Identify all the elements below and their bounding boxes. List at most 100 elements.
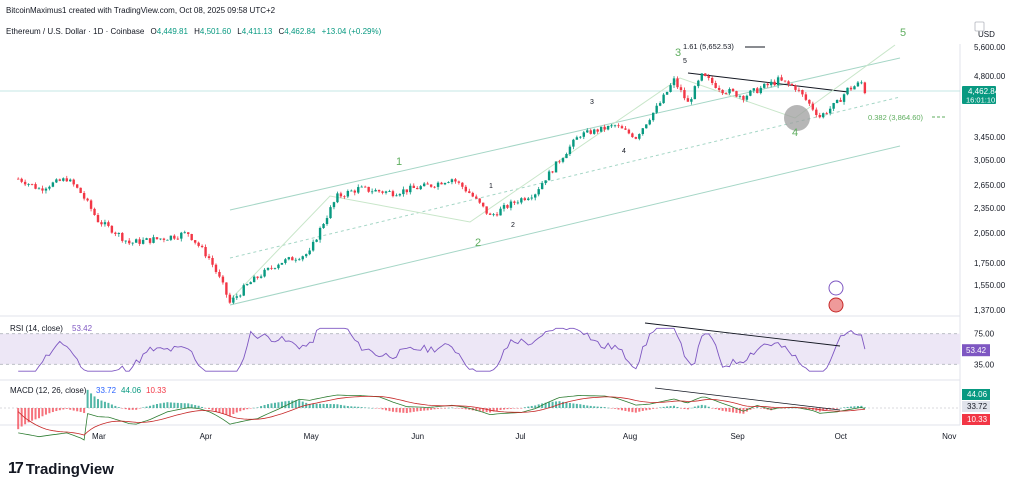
candle-body	[405, 189, 409, 193]
candle-body	[263, 269, 266, 277]
x-tick-label: Mar	[92, 432, 106, 441]
candle-body	[586, 130, 589, 133]
candle-body	[617, 125, 620, 127]
macd-bar	[131, 408, 134, 410]
macd-bar	[648, 408, 651, 410]
macd-bar	[634, 408, 637, 413]
settings-icon[interactable]	[974, 21, 985, 32]
candle-body	[683, 90, 686, 99]
macd-bar	[620, 408, 623, 411]
candle-body	[30, 183, 34, 185]
candle-body	[596, 129, 599, 132]
wave-label: 4	[622, 148, 626, 155]
candle-body	[62, 178, 65, 181]
macd-bar	[843, 407, 846, 408]
macd-bar	[836, 408, 839, 409]
macd-bar	[534, 405, 537, 408]
candle-body	[419, 186, 422, 190]
candle-body	[780, 77, 783, 81]
macd-bar	[187, 403, 190, 408]
currency-label: USD	[978, 30, 995, 39]
macd-bar	[83, 408, 86, 414]
candle-body	[558, 161, 561, 163]
macd-bar	[454, 408, 457, 409]
candle-body	[860, 82, 863, 84]
macd-bar	[690, 407, 693, 409]
macd-bar	[121, 408, 124, 409]
candle-body	[173, 235, 176, 239]
candle-body	[704, 73, 707, 77]
macd-bar	[235, 408, 238, 413]
candle-body	[65, 178, 68, 182]
tv-logo-icon: 17	[8, 460, 24, 477]
candle-body	[225, 282, 228, 295]
candle-body	[797, 89, 801, 91]
macd-bar	[34, 408, 37, 420]
macd-bar	[822, 408, 825, 411]
candle-body	[197, 242, 200, 246]
macd-bar	[548, 402, 551, 408]
macd-bar	[756, 407, 759, 408]
candle-body	[82, 193, 86, 199]
candle-body	[776, 77, 780, 86]
y-tick-label: 1,370.00	[974, 306, 1006, 315]
candle-body	[815, 109, 818, 116]
macd-bar	[343, 405, 346, 408]
credit-line: BitcoinMaximus1 created with TradingView…	[6, 6, 276, 15]
macd-bar	[395, 408, 398, 413]
candle-body	[610, 125, 613, 127]
candle-body	[436, 182, 440, 187]
candle-body	[752, 88, 756, 91]
candle-body	[284, 259, 287, 263]
candle-body	[745, 95, 749, 100]
macd-bar	[700, 404, 703, 408]
macd-bar	[450, 407, 453, 409]
macd-bar	[336, 404, 339, 408]
candle-body	[527, 198, 530, 200]
macd-bar	[381, 408, 384, 410]
macd-bar	[582, 404, 585, 408]
candle-body	[134, 239, 138, 243]
candle-body	[769, 81, 773, 86]
candle-body	[742, 95, 745, 100]
macd-bar	[676, 406, 679, 408]
macd-title: MACD (12, 26, close)	[10, 386, 87, 395]
candle-body	[305, 254, 308, 257]
candle-body	[766, 83, 769, 86]
candle-body	[759, 87, 762, 94]
candle-body	[846, 87, 849, 95]
candle-body	[100, 222, 103, 225]
candle-body	[395, 195, 398, 197]
macd-bar	[211, 408, 214, 411]
candle-body	[530, 197, 533, 199]
macd-bar	[780, 408, 783, 409]
candle-body	[169, 235, 173, 240]
macd-bar	[662, 406, 665, 408]
macd-bar	[544, 402, 547, 408]
macd-bar	[267, 404, 270, 408]
macd-bar	[364, 407, 367, 408]
candle-body	[353, 190, 356, 193]
macd-bar	[398, 408, 401, 413]
candle-body	[228, 294, 232, 303]
macd-bar	[204, 408, 207, 409]
macd-bar	[697, 405, 700, 408]
candle-body	[731, 88, 735, 92]
candle-body	[835, 99, 839, 103]
macd-bar	[631, 408, 634, 413]
macd-bar	[496, 408, 499, 411]
rsi-title: RSI (14, close)	[10, 324, 63, 333]
macd-bar	[24, 408, 27, 425]
macd-bar	[444, 408, 446, 409]
macd-bar	[614, 408, 617, 409]
candle-body	[193, 240, 197, 243]
fib-161-label: 1.61 (5,652.53)	[683, 42, 734, 51]
macd-bar	[152, 404, 155, 408]
macd-bar	[804, 408, 807, 410]
macd-bar	[419, 408, 422, 411]
macd-bar	[312, 403, 315, 408]
macd-bar	[114, 405, 117, 408]
candle-body	[360, 186, 363, 188]
macd-trendline	[654, 387, 841, 411]
